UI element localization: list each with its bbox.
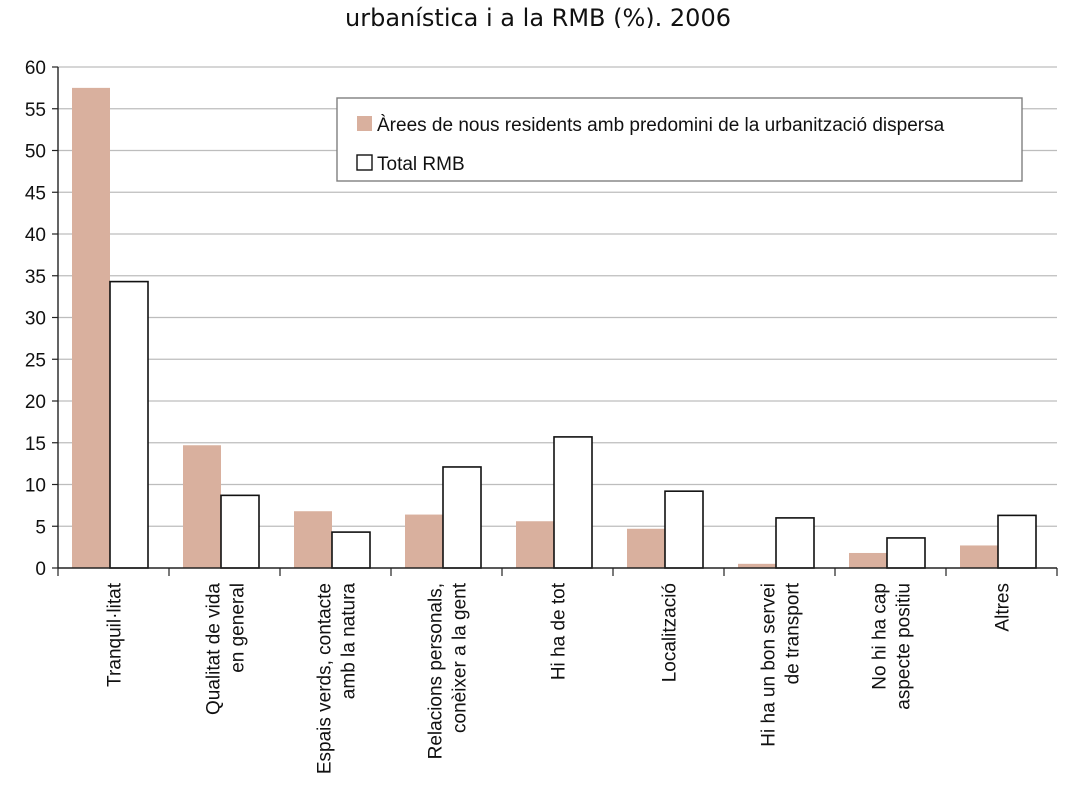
x-category-label: Relacions personals,: [426, 583, 447, 759]
chart-title: urbanística i a la RMB (%). 2006: [345, 4, 731, 28]
bar-series-1: [627, 528, 665, 568]
bar-series-1: [294, 511, 332, 568]
bar-series-1: [405, 514, 443, 568]
bars: [72, 87, 1037, 569]
bar-series-1: [849, 552, 887, 568]
x-category-label: en general: [228, 583, 249, 673]
bar-series-2: [220, 494, 260, 569]
x-category-label: No hi ha cap: [870, 583, 891, 690]
bar-series-2: [331, 531, 371, 569]
x-category-label: aspecte positiu: [894, 583, 915, 710]
bar-series-2: [553, 436, 593, 569]
legend-label: Total RMB: [377, 154, 465, 175]
legend-swatch: [357, 116, 372, 131]
x-category-label: conèixer a la gent: [450, 582, 471, 733]
legend: Àrees de nous residents amb predomini de…: [336, 97, 1023, 182]
x-category-label: Hi ha un bon servei: [759, 583, 780, 747]
x-category-label: Qualitat de vida: [204, 583, 225, 715]
x-category-label: Hi ha de tot: [549, 582, 570, 680]
bar-series-1: [72, 87, 110, 568]
bar-series-2: [775, 517, 815, 569]
x-category-label: Localització: [660, 583, 681, 682]
y-tick-label: 15: [25, 434, 46, 455]
bar-series-1: [516, 521, 554, 568]
legend-swatch: [356, 154, 373, 171]
bar-series-1: [960, 545, 998, 568]
y-tick-label: 5: [35, 517, 46, 538]
y-tick-label: 50: [25, 142, 46, 163]
bar-series-2: [664, 490, 704, 569]
x-category-label: Altres: [993, 583, 1014, 632]
x-category-label: Espais verds, contacte: [315, 583, 336, 774]
y-tick-label: 55: [25, 100, 46, 121]
legend-label: Àrees de nous residents amb predomini de…: [377, 115, 945, 136]
y-tick-label: 0: [35, 559, 46, 580]
bar-series-2: [442, 466, 482, 569]
y-tick-label: 60: [25, 58, 46, 79]
y-tick-label: 35: [25, 267, 46, 288]
y-axis-ticks: 0 5 10 15 20 25 30 35 40 45 50 55 60: [25, 58, 58, 580]
bar-series-2: [997, 514, 1037, 569]
y-tick-label: 10: [25, 476, 46, 497]
bar-series-1: [738, 563, 776, 568]
y-tick-label: 20: [25, 392, 46, 413]
y-tick-label: 40: [25, 225, 46, 246]
y-tick-label: 30: [25, 309, 46, 330]
y-tick-label: 25: [25, 350, 46, 371]
x-category-label: amb la natura: [339, 583, 360, 700]
bar-series-2: [109, 280, 149, 569]
x-category-label: Tranquil·litat: [105, 582, 126, 687]
legend-box: [336, 97, 1023, 182]
bar-series-2: [886, 537, 926, 569]
y-tick-label: 45: [25, 183, 46, 204]
x-axis-categories: Tranquil·litat Qualitat de vida en general…: [105, 582, 1014, 774]
x-category-label: de transport: [783, 582, 804, 684]
bar-series-1: [183, 445, 221, 568]
